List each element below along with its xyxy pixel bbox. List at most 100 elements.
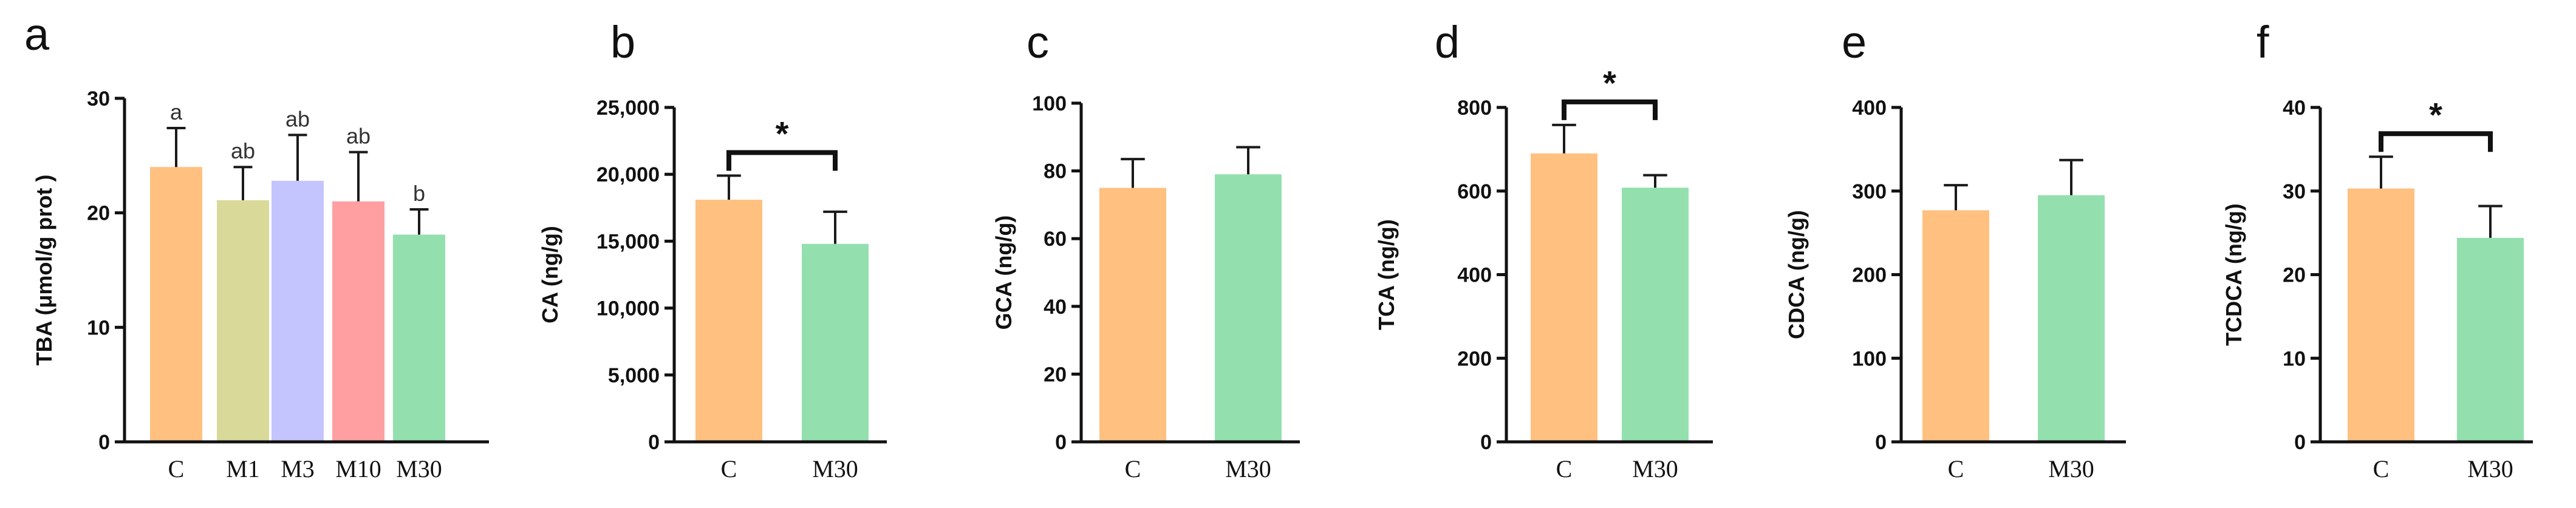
significance-letter: b: [413, 181, 425, 206]
panel-label: f: [2257, 17, 2269, 67]
category-label: M30: [396, 455, 442, 483]
bar-M1: [217, 200, 269, 442]
bar-M10: [332, 201, 384, 442]
y-tick-label: 40: [1044, 296, 1067, 319]
bar-M30: [1622, 188, 1689, 442]
panel-e: e CDCA (ng/g) C M30 0 100 200 300 400: [1784, 17, 2126, 483]
y-tick-label: 100: [1032, 92, 1067, 115]
y-tick-label: 0: [1480, 431, 1492, 454]
y-tick-label: 10,000: [596, 297, 660, 320]
y-tick-label: 200: [1457, 347, 1492, 370]
y-axis-label: TCDCA (ng/g): [2221, 203, 2246, 346]
y-tick-label: 0: [2294, 431, 2306, 454]
category-label: M30: [2467, 455, 2513, 483]
error-bar-M30: [2059, 158, 2083, 195]
category-label: M1: [226, 455, 260, 483]
y-tick-label: 60: [1044, 228, 1067, 251]
significance-star: *: [1603, 64, 1616, 102]
panel-f: f TCDCA (ng/g) C M30 * 0 10 20 30 40: [2221, 17, 2533, 483]
category-label: M10: [335, 455, 381, 483]
error-bar-M30: [2478, 205, 2503, 238]
y-tick-label: 20: [87, 202, 110, 225]
y-tick-label: 30: [87, 87, 110, 110]
y-tick-label: 0: [1055, 431, 1067, 454]
y-axis-label: TCA (ng/g): [1374, 219, 1399, 330]
category-label: C: [2373, 455, 2390, 483]
y-tick-label: 100: [1852, 347, 1887, 370]
error-bar-M10: [349, 151, 368, 202]
significance-star: *: [2429, 95, 2442, 134]
category-label: C: [1556, 455, 1573, 483]
significance-letter: ab: [231, 138, 255, 163]
bar-C: [1531, 153, 1597, 442]
y-axis-label: GCA (ng/g): [991, 215, 1016, 330]
y-tick-label: 300: [1852, 180, 1887, 203]
category-label: M30: [812, 455, 858, 483]
significance-letter: a: [170, 100, 183, 124]
bar-M3: [272, 180, 324, 442]
y-tick-label: 20,000: [596, 163, 660, 186]
error-bar-C: [717, 174, 741, 200]
y-tick-label: 20: [1044, 363, 1067, 386]
bar-M30: [2038, 195, 2105, 442]
bar-C: [1099, 188, 1166, 442]
y-tick-label: 15,000: [596, 230, 660, 253]
error-bar-M30: [823, 210, 847, 244]
error-bar-M3: [288, 134, 307, 181]
y-tick-label: 5,000: [608, 364, 660, 387]
bar-C: [695, 200, 762, 442]
panel-label: c: [1027, 17, 1049, 67]
error-bar-M30: [409, 208, 429, 235]
panel-label: a: [24, 9, 50, 59]
panel-label: d: [1435, 17, 1460, 67]
panel-label: e: [1842, 17, 1867, 67]
y-tick-label: 800: [1457, 97, 1492, 120]
y-tick-label: 10: [2283, 347, 2306, 370]
y-tick-label: 25,000: [596, 97, 660, 120]
significance-star: *: [776, 114, 789, 152]
category-label: M3: [281, 455, 315, 483]
category-label: C: [1948, 455, 1964, 483]
bar-M30: [802, 243, 869, 442]
category-label: C: [721, 455, 737, 483]
bar-C: [2348, 188, 2414, 442]
bar-C: [150, 167, 202, 442]
y-tick-label: 10: [87, 316, 110, 339]
bar-C: [1922, 210, 1989, 442]
y-axis-label: CDCA (ng/g): [1784, 210, 1809, 339]
y-tick-label: 400: [1457, 264, 1492, 287]
category-label: M30: [1632, 455, 1678, 483]
y-tick-label: 20: [2283, 264, 2306, 287]
error-bar-C: [166, 127, 186, 168]
y-tick-label: 200: [1852, 264, 1887, 287]
error-bar-M1: [233, 166, 253, 200]
error-bar-C: [2369, 155, 2393, 189]
error-bar-C: [1944, 184, 1968, 211]
panel-b: b CA (ng/g) C M30 * 0 5,000 10,000 15,000 20,000 2…: [538, 17, 887, 483]
error-bar-C: [1552, 123, 1576, 154]
panel-c: c GCA (ng/g) C M30 0 20 40 60 80 100: [991, 17, 1300, 483]
bar-M30: [393, 234, 445, 442]
panel-label: b: [610, 17, 635, 67]
y-tick-label: 0: [98, 431, 110, 454]
y-tick-label: 400: [1852, 97, 1887, 120]
significance-bracket: [2379, 131, 2493, 152]
y-tick-label: 0: [1875, 431, 1887, 454]
category-label: M30: [1225, 455, 1271, 483]
error-bar-M30: [1236, 146, 1260, 175]
y-tick-label: 30: [2283, 180, 2306, 203]
bar-M30: [1215, 174, 1282, 442]
significance-bracket: [1562, 99, 1658, 120]
y-tick-label: 600: [1457, 180, 1492, 203]
significance-bracket: [726, 150, 838, 171]
category-label: M30: [2048, 455, 2094, 483]
significance-letter: ab: [285, 106, 310, 131]
category-label: C: [168, 455, 185, 483]
y-tick-label: 40: [2283, 97, 2306, 120]
category-label: C: [1125, 455, 1141, 483]
panel-a: a TBA (μmol/g prot ) Ca M1 ab M3 ab M10 ab M30 b 0 1…: [24, 9, 489, 483]
bar-M30: [2457, 237, 2524, 442]
error-bar-M30: [1643, 174, 1667, 188]
y-axis-label: TBA (μmol/g prot ): [32, 175, 56, 366]
